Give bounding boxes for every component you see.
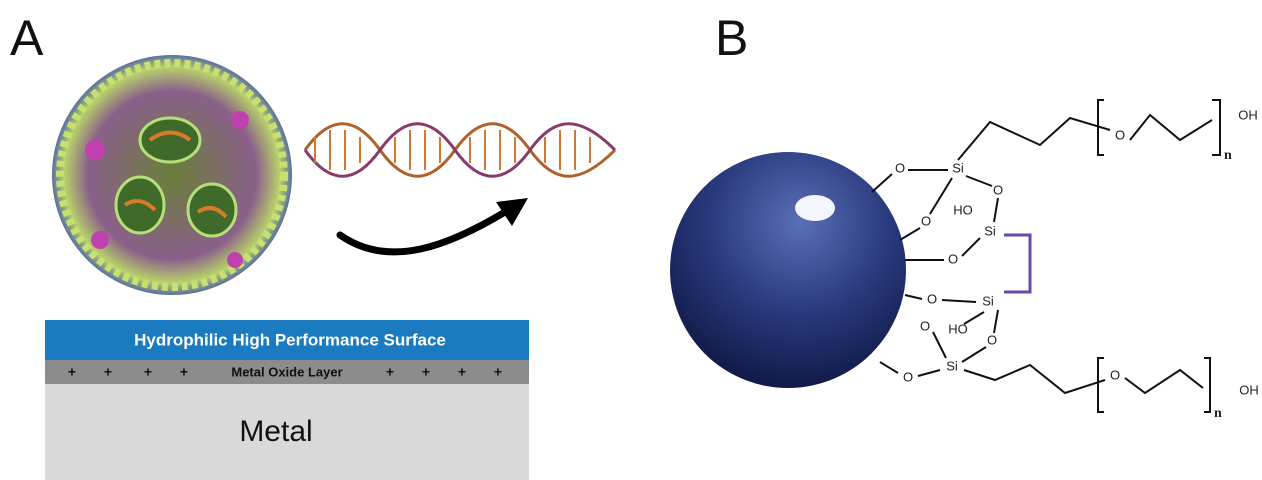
nanoparticle xyxy=(52,55,292,295)
charge: + xyxy=(422,364,430,380)
atoms: O Si O O HO Si O O Si O HO O O Si O n OH… xyxy=(895,107,1259,421)
atom: O xyxy=(895,160,905,175)
charge: + xyxy=(386,364,394,380)
oxide-layer xyxy=(45,360,529,384)
panel-label: A xyxy=(10,10,44,66)
atom: O xyxy=(948,251,958,266)
oxide-label: Metal Oxide Layer xyxy=(231,364,342,379)
charge: + xyxy=(104,364,112,380)
charge: + xyxy=(180,364,188,380)
end-group: OH xyxy=(1239,382,1259,397)
atom: Si xyxy=(952,160,964,175)
subscript: n xyxy=(1224,148,1232,163)
atom: O xyxy=(987,332,997,347)
atom: HO xyxy=(948,321,968,336)
atom: O xyxy=(1110,367,1120,382)
atom: HO xyxy=(953,202,973,217)
atom: O xyxy=(993,182,1003,197)
atom: Si xyxy=(984,223,996,238)
metal-label: Metal xyxy=(239,415,312,448)
atom: O xyxy=(920,318,930,333)
metal-layer xyxy=(45,384,529,480)
surface-layer xyxy=(45,320,529,360)
end-group: OH xyxy=(1238,107,1258,122)
charge: + xyxy=(458,364,466,380)
surface-label: Hydrophilic High Performance Surface xyxy=(134,330,446,349)
atom: Si xyxy=(982,293,994,308)
atom: O xyxy=(903,369,913,384)
atom: O xyxy=(921,213,931,228)
subscript: n xyxy=(1214,406,1222,421)
charge: + xyxy=(494,364,502,380)
dna xyxy=(303,122,617,178)
charge: + xyxy=(144,364,152,380)
bonds xyxy=(871,99,1221,413)
sphere xyxy=(670,152,906,388)
arrow xyxy=(336,198,528,256)
charge: + xyxy=(68,364,76,380)
atom: O xyxy=(927,291,937,306)
atom: O xyxy=(1115,127,1125,142)
panel-label: B xyxy=(715,10,748,66)
atom: Si xyxy=(946,358,958,373)
